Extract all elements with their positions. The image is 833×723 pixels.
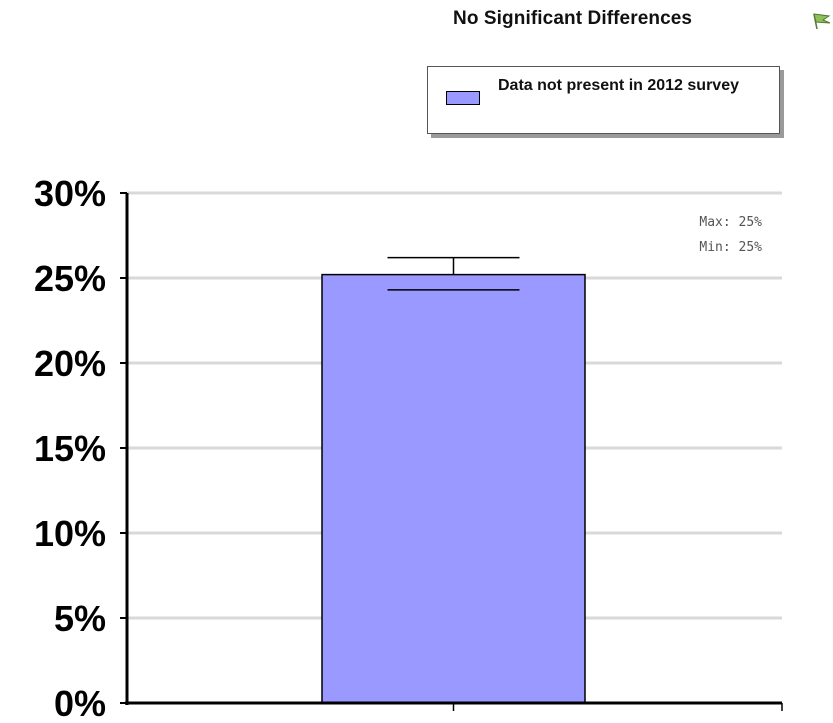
bars — [321, 256, 586, 704]
y-tick-label: 20% — [34, 343, 106, 384]
flag-icon — [813, 13, 831, 30]
bar-0 — [321, 273, 586, 704]
chart-legend: Data not present in 2012 survey — [427, 66, 780, 134]
axes — [120, 192, 783, 711]
y-tick-label: 25% — [34, 258, 106, 299]
y-tick-label: 30% — [34, 173, 106, 214]
y-tick-label: 0% — [54, 683, 106, 723]
y-tick-label: 10% — [34, 513, 106, 554]
max-annotation: Max: 25% — [699, 215, 762, 230]
y-tick-label: 15% — [34, 428, 106, 469]
y-tick-label: 5% — [54, 598, 106, 639]
legend-label: Data not present in 2012 survey — [498, 77, 739, 94]
min-annotation: Min: 25% — [699, 240, 762, 255]
legend-swatch — [446, 91, 480, 105]
y-tick-labels: 0% 5% 10% 15% 20% 25% 30% — [34, 173, 106, 723]
significance-note: No Significant Differences — [453, 8, 693, 29]
